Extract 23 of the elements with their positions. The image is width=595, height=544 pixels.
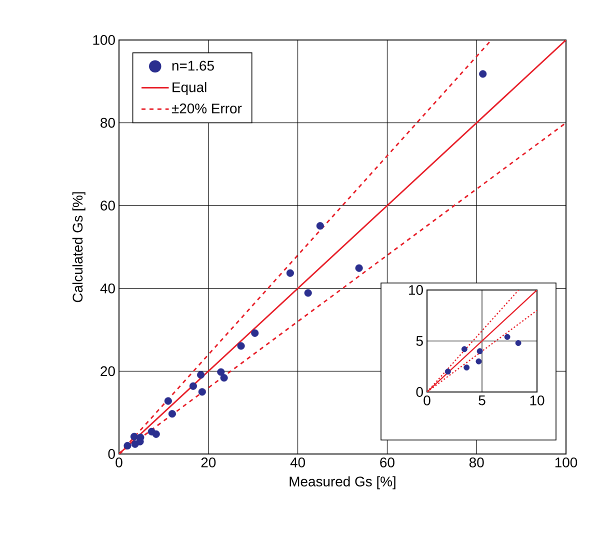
y-tick-label: 10 xyxy=(409,285,423,295)
x-tick-label: 100 xyxy=(555,458,578,468)
x-tick-label: 0 xyxy=(116,458,122,468)
y-tick-label: 40 xyxy=(100,283,115,294)
x-axis-title: Measured Gs [%] xyxy=(290,476,396,490)
y-tick-label: 0 xyxy=(416,387,423,397)
x-tick-label: 0 xyxy=(424,396,430,406)
legend-label: ±20% Error xyxy=(172,104,242,114)
legend-label: Equal xyxy=(172,82,206,95)
y-axis-title: Calculated Gs [%] xyxy=(72,192,86,302)
x-tick-label: 10 xyxy=(530,396,544,406)
x-tick-label: 5 xyxy=(478,396,486,406)
x-tick-label: 80 xyxy=(469,458,484,468)
y-tick-label: 60 xyxy=(100,200,115,211)
x-tick-label: 20 xyxy=(201,458,216,468)
y-tick-label: 100 xyxy=(93,35,115,45)
x-tick-label: 40 xyxy=(290,458,306,468)
legend-label: n=1.65 xyxy=(172,60,214,71)
y-tick-label: 80 xyxy=(100,118,115,128)
y-tick-label: 20 xyxy=(100,366,115,376)
x-tick-label: 60 xyxy=(380,458,394,468)
y-tick-label: 5 xyxy=(416,336,423,346)
y-tick-label: 0 xyxy=(108,449,115,459)
